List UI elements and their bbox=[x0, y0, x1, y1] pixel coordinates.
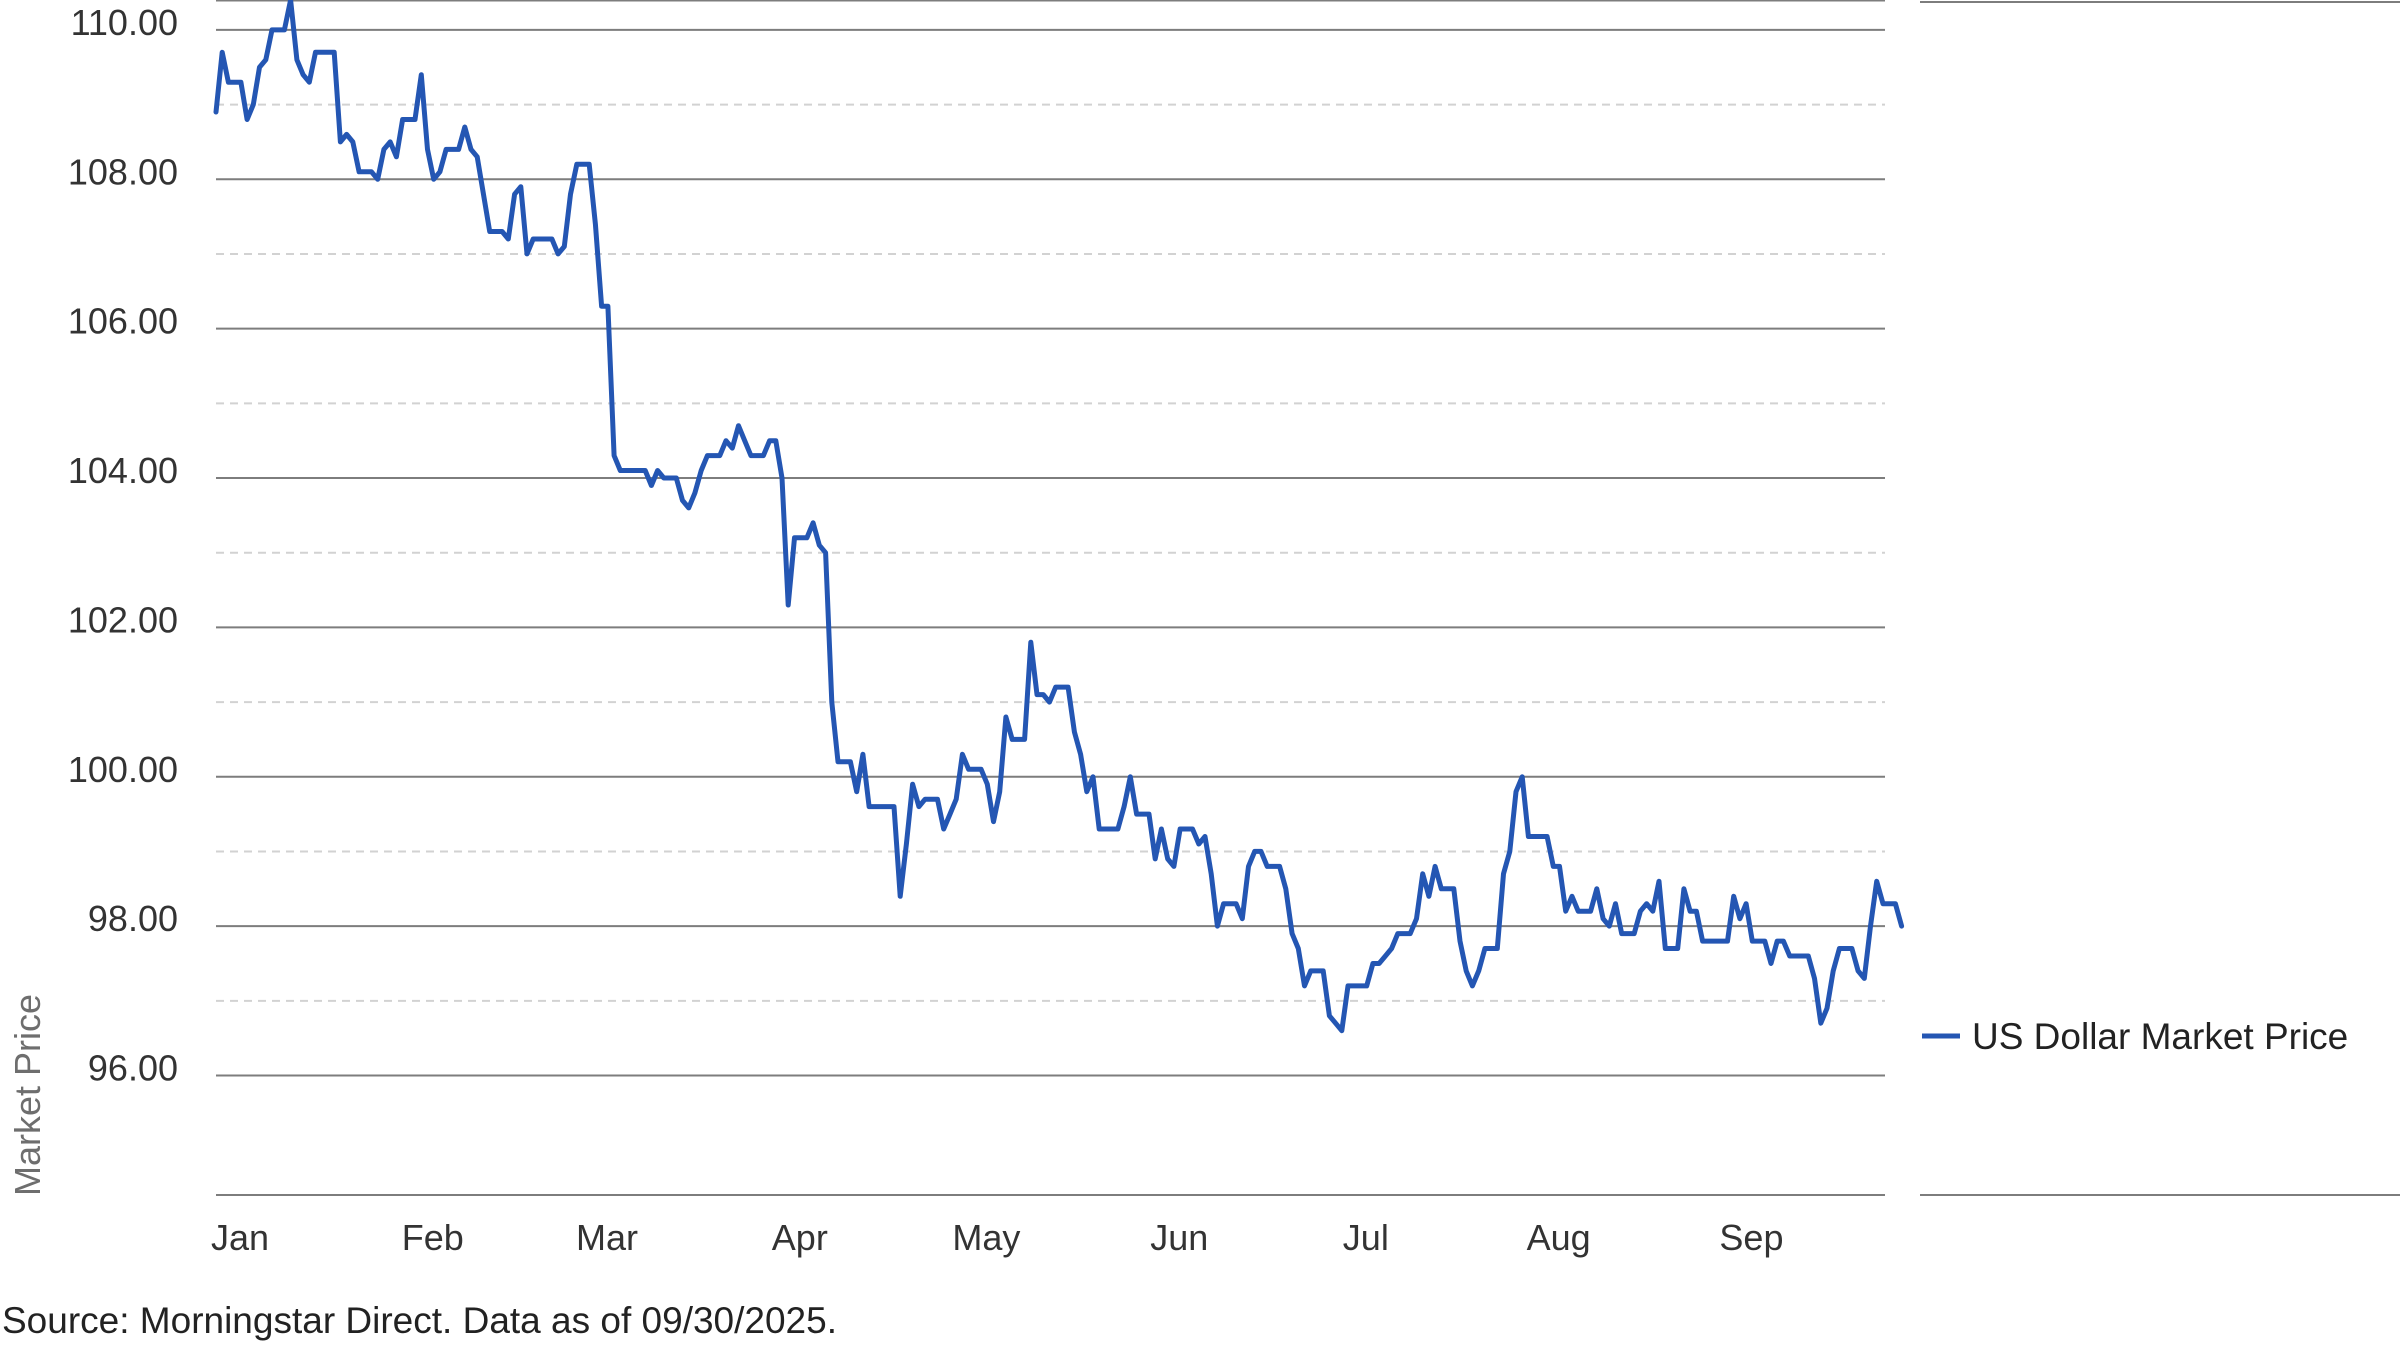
x-tick-label: Sep bbox=[1719, 1217, 1783, 1258]
y-tick-label: 104.00 bbox=[68, 450, 178, 491]
x-tick-label: Jun bbox=[1150, 1217, 1208, 1258]
y-tick-label: 102.00 bbox=[68, 599, 178, 640]
x-tick-label: Apr bbox=[772, 1217, 828, 1258]
series-layer bbox=[213, 0, 1905, 1034]
x-tick-label: Jul bbox=[1343, 1217, 1389, 1258]
x-tick-label: Jan bbox=[211, 1217, 269, 1258]
axes bbox=[216, 0, 2400, 1196]
x-tick-label: Mar bbox=[576, 1217, 638, 1258]
y-axis-title: Market Price bbox=[7, 994, 48, 1196]
y-tick-labels: 110.00 108.00 106.00 104.00 102.00 100.00 98.0… bbox=[68, 2, 178, 1089]
x-tick-label: Feb bbox=[402, 1217, 464, 1258]
y-tick-label: 96.00 bbox=[88, 1048, 178, 1089]
y-tick-label: 110.00 bbox=[71, 2, 178, 43]
series-line-us-dollar-market-price bbox=[213, 0, 1905, 1034]
source-note: Source: Morningstar Direct. Data as of 0… bbox=[2, 1300, 837, 1341]
y-tick-label: 106.00 bbox=[68, 301, 178, 342]
y-tick-label: 100.00 bbox=[68, 749, 178, 790]
y-tick-label: 98.00 bbox=[88, 898, 178, 939]
grid-lines bbox=[216, 28, 1885, 1077]
x-tick-label: Aug bbox=[1527, 1217, 1591, 1258]
y-tick-label: 108.00 bbox=[68, 151, 178, 192]
legend-label-us-dollar-market-price: US Dollar Market Price bbox=[1972, 1016, 2348, 1057]
x-tick-label: May bbox=[952, 1217, 1020, 1258]
x-tick-labels: Jan Feb Mar Apr May Jun Jul Aug Sep bbox=[211, 1217, 1784, 1258]
legend: US Dollar Market Price bbox=[1922, 1016, 2348, 1057]
